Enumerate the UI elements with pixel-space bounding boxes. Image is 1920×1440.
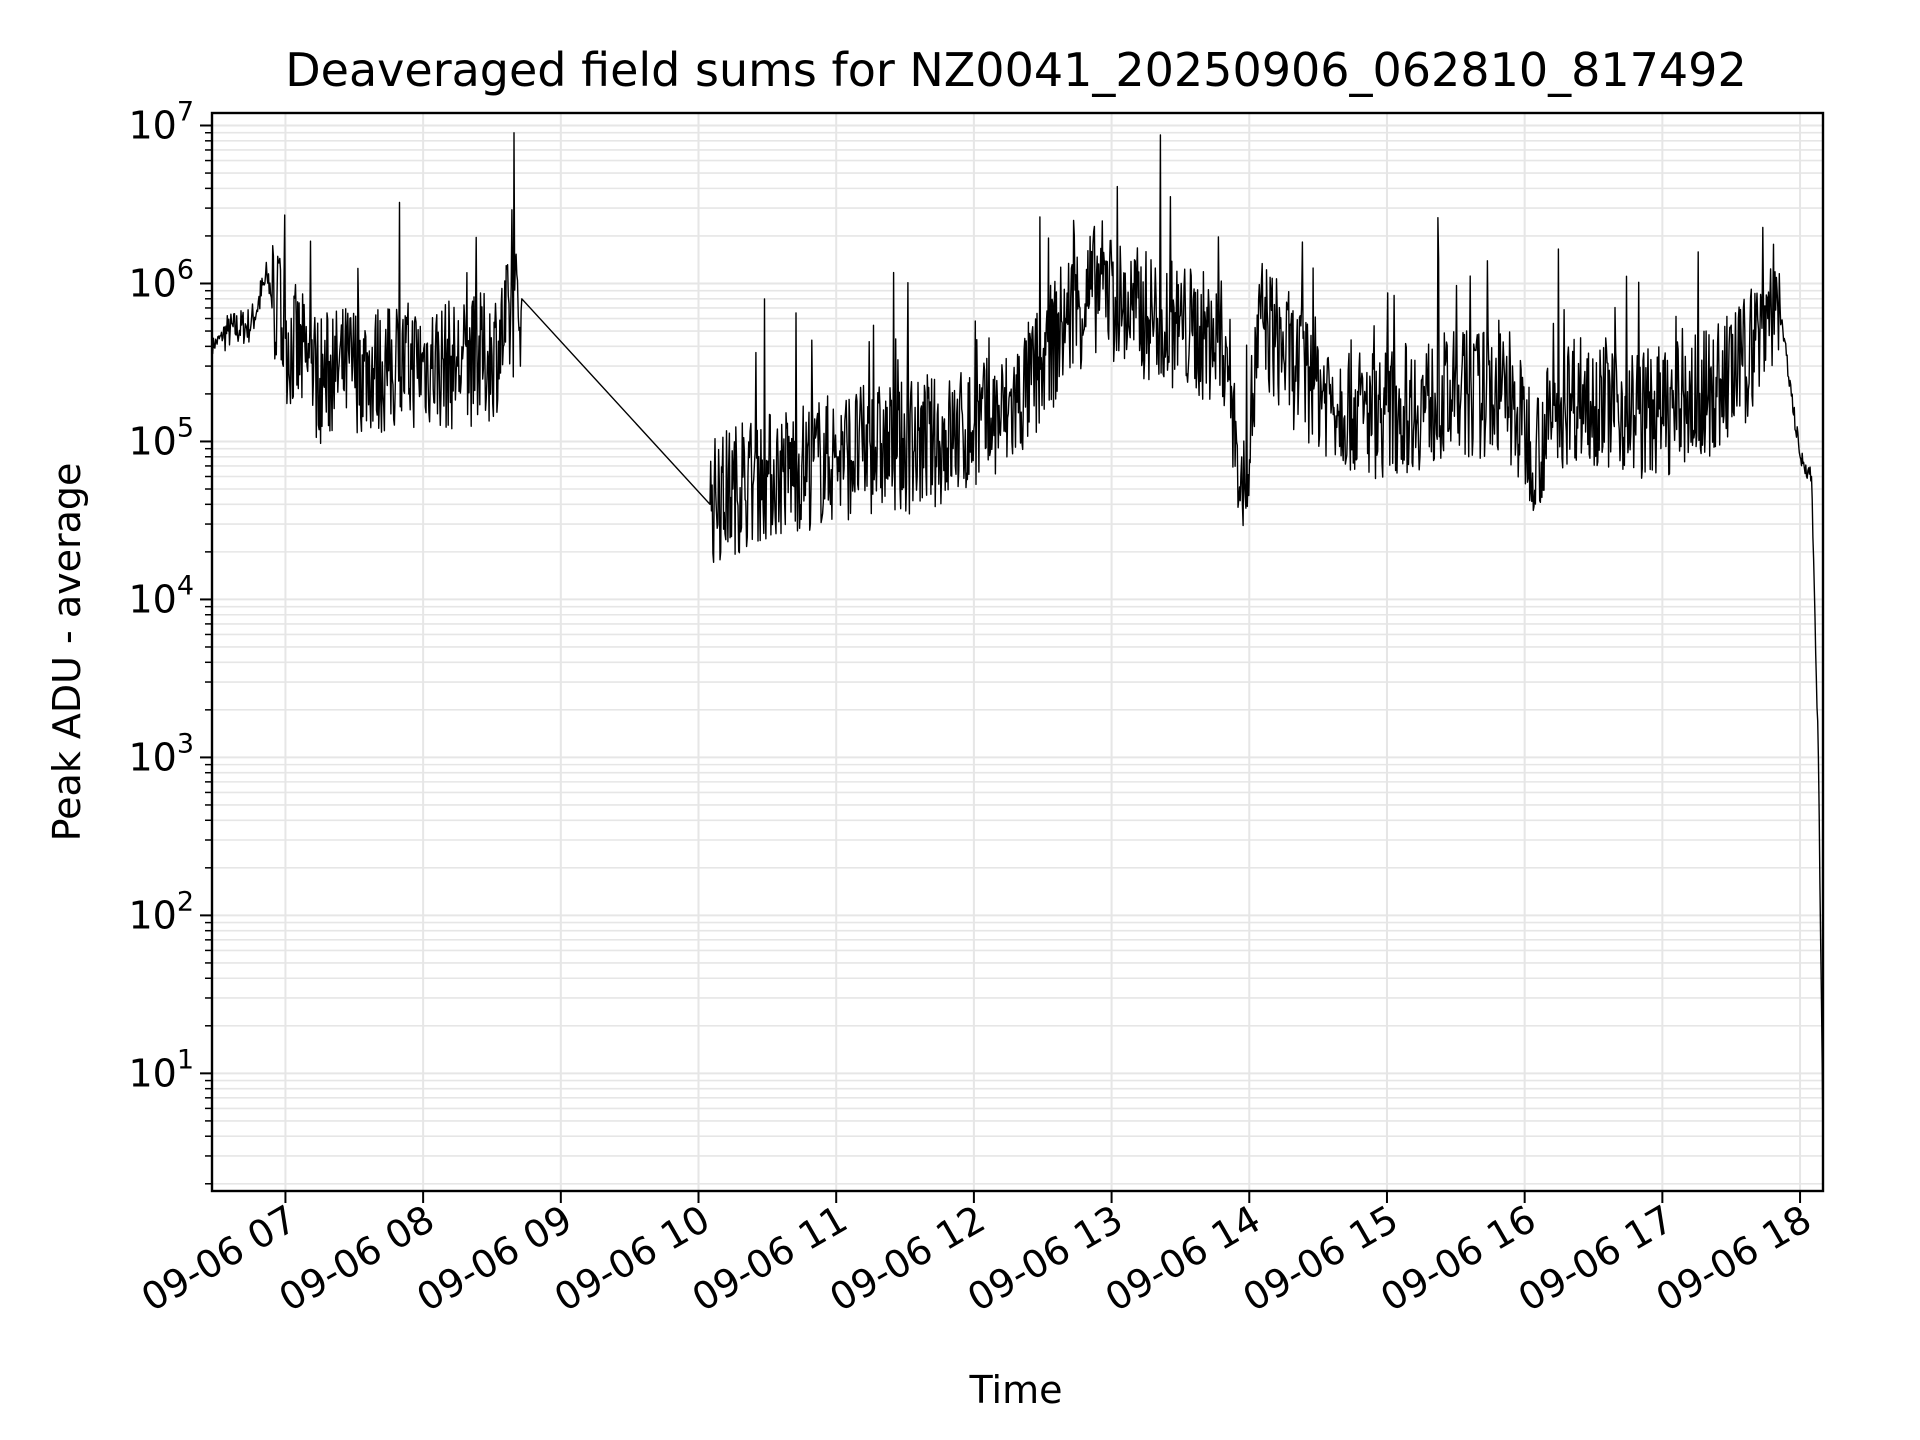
y-tick-exponent: 4 xyxy=(177,570,194,601)
y-tick-exponent: 7 xyxy=(177,97,194,128)
y-tick-base: 10 xyxy=(128,577,176,621)
y-axis-label: Peak ADU - average xyxy=(45,463,89,842)
y-tick-label: 107 xyxy=(128,97,194,148)
x-axis-label: Time xyxy=(969,1368,1063,1412)
y-tick-base: 10 xyxy=(128,261,176,305)
y-tick-label: 101 xyxy=(128,1044,194,1095)
y-tick-label: 105 xyxy=(128,412,194,463)
y-tick-label: 106 xyxy=(128,254,194,305)
chart-title: Deaveraged field sums for NZ0041_2025090… xyxy=(285,43,1746,97)
plot-frame xyxy=(210,111,1825,1193)
y-tick-label: 104 xyxy=(128,570,194,621)
series-line xyxy=(211,132,1824,1137)
y-tick-base: 10 xyxy=(128,104,176,148)
y-tick-label: 102 xyxy=(128,886,194,937)
y-tick-label: 103 xyxy=(128,728,194,779)
y-tick-base: 10 xyxy=(128,735,176,779)
y-tick-exponent: 2 xyxy=(177,886,194,917)
y-tick-exponent: 3 xyxy=(177,728,194,759)
y-tick-base: 10 xyxy=(128,1051,176,1095)
y-tick-exponent: 1 xyxy=(177,1044,194,1075)
data-series xyxy=(211,132,1824,1137)
y-tick-base: 10 xyxy=(128,419,176,463)
y-tick-exponent: 6 xyxy=(177,254,194,285)
y-tick-exponent: 5 xyxy=(177,412,194,443)
y-tick-base: 10 xyxy=(128,893,176,937)
